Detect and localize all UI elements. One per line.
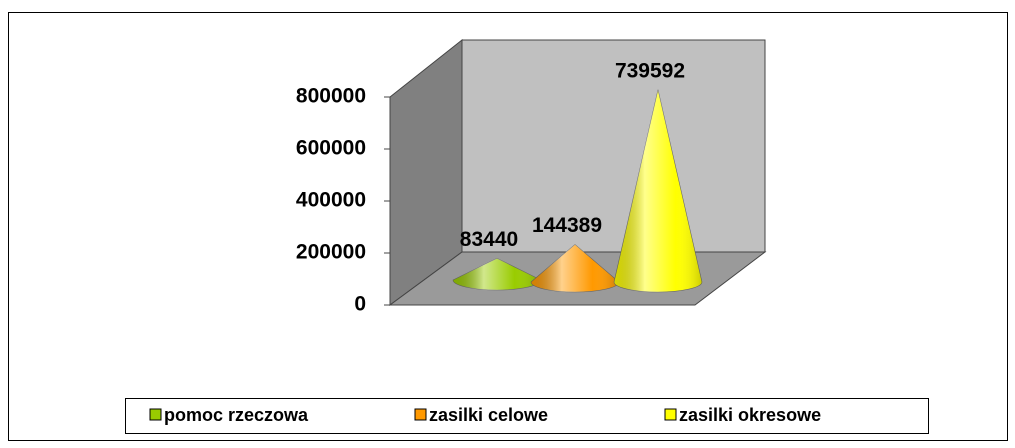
y-tick-label: 600000 — [296, 137, 366, 160]
back-wall — [461, 39, 766, 253]
data-label: 83440 — [460, 228, 518, 251]
y-tick-label: 200000 — [296, 241, 366, 264]
y-tick-label: 400000 — [296, 189, 366, 212]
legend-swatch — [414, 408, 427, 421]
cone-shine — [614, 89, 702, 292]
legend-label: zasilki okresowe — [679, 405, 821, 425]
data-label: 739592 — [615, 59, 685, 82]
legend-swatch — [149, 408, 162, 421]
legend-label: pomoc rzeczowa — [164, 405, 309, 425]
legend-swatch — [664, 408, 677, 421]
cone-shine — [453, 258, 541, 290]
y-tick-label: 800000 — [296, 85, 366, 108]
y-tick-label: 0 — [354, 293, 366, 316]
cone-shine — [531, 244, 619, 292]
legend — [125, 398, 929, 434]
legend-label: zasilki celowe — [429, 405, 548, 425]
data-label: 144389 — [532, 214, 602, 237]
